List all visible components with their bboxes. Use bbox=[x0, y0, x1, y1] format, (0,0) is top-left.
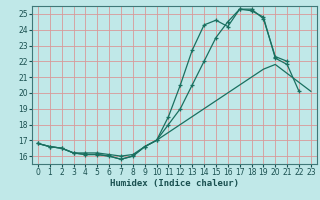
X-axis label: Humidex (Indice chaleur): Humidex (Indice chaleur) bbox=[110, 179, 239, 188]
